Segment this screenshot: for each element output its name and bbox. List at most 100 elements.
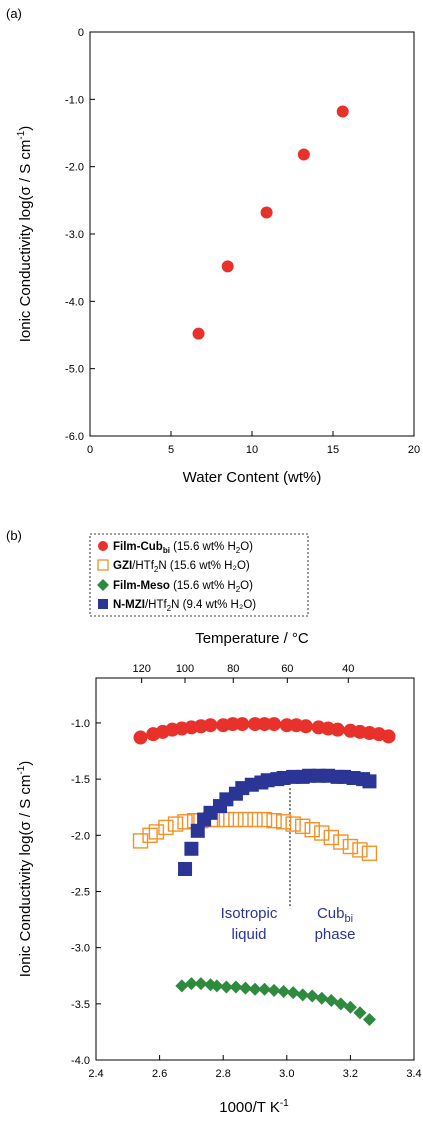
y-axis-label-b: Ionic Conductivity log(σ / S cm-1) <box>16 761 34 978</box>
data-point-gzi <box>285 816 301 832</box>
data-point-film-meso <box>219 980 233 994</box>
x-ticks-a: 0 5 10 15 20 <box>87 431 420 456</box>
legend-marker-film-meso <box>97 579 109 591</box>
top-tick-label: 120 <box>132 663 150 675</box>
x-tick-label: 5 <box>168 444 174 456</box>
x-ticks-b: 2.4 2.6 2.8 3.0 3.2 3.4 <box>88 1055 422 1080</box>
data-point-film-meso <box>238 981 252 995</box>
data-point-film-meso <box>229 980 243 994</box>
data-point-film-cub <box>267 717 282 732</box>
data-point-film-meso <box>296 988 310 1002</box>
annotation-isotropic: Isotropic <box>221 905 278 922</box>
data-point-n-mzi <box>190 823 205 838</box>
data-point-gzi <box>177 814 193 830</box>
data-point-film-cub <box>235 717 250 732</box>
x-tick-label: 10 <box>246 444 258 456</box>
data-point-gzi <box>295 818 311 835</box>
data-point-film-meso <box>315 991 329 1005</box>
data-point-film-meso <box>362 1013 376 1027</box>
legend-label-gzi: GZI/HTf2N (15.6 wt% H₂O) <box>113 560 250 574</box>
data-point-gzi <box>314 825 330 841</box>
data-point-gzi <box>333 834 349 850</box>
data-point-gzi <box>275 814 292 830</box>
top-tick-label: 60 <box>281 663 293 675</box>
x-tick-label: 3.4 <box>406 1068 421 1080</box>
data-points-b <box>132 717 396 1027</box>
data-point-film-meso <box>286 986 300 1000</box>
legend-marker-gzi <box>97 559 109 571</box>
data-point <box>192 327 205 340</box>
data-point-gzi <box>304 821 320 838</box>
y-tick-label: -1.0 <box>65 94 84 106</box>
data-point-film-cub <box>381 729 396 744</box>
data-point-gzi <box>148 824 165 840</box>
data-point <box>221 260 234 273</box>
y-tick-label: -4.0 <box>71 1055 90 1067</box>
top-ticks-b: 120 100 80 60 40 <box>132 663 354 683</box>
data-point-gzi <box>361 845 378 861</box>
legend-label-n-mzi: N-MZI/HTf2N (9.4 wt% H₂O) <box>113 599 256 613</box>
panel-label-b: (b) <box>6 528 22 543</box>
data-point-gzi <box>218 811 235 828</box>
y-tick-label: -6.0 <box>65 431 84 443</box>
y-tick-label: -4.0 <box>65 296 84 308</box>
plot-frame-a <box>89 31 415 437</box>
x-tick-label: 15 <box>327 444 339 456</box>
chart-a: (a) 0 -1.0 -2.0 -3.0 -4.0 -5.0 -6.0 0 5 10 15 20 W… <box>6 6 420 486</box>
y-tick-label: -5.0 <box>65 364 84 376</box>
y-tick-label: -1.5 <box>71 774 90 786</box>
data-point-gzi <box>167 816 184 832</box>
legend-label-film-meso: Film-Meso (15.6 wt% H2O) <box>113 580 253 594</box>
data-point-film-cub <box>298 719 313 734</box>
data-point-gzi <box>237 811 254 828</box>
legend-label-film-cub: Film-Cubbi (15.6 wt% H2O) <box>113 541 253 555</box>
y-tick-label: -1.0 <box>71 718 90 730</box>
annotation-cub: Cubbi <box>317 905 353 925</box>
plot-frame-b <box>95 677 415 1061</box>
data-point-film-meso <box>194 977 208 991</box>
data-point-film-meso <box>258 982 272 996</box>
x-tick-label: 2.8 <box>216 1068 231 1080</box>
x-axis-label-a: Water Content (wt%) <box>183 469 322 486</box>
y-tick-label: -2.0 <box>65 162 84 174</box>
legend-marker-n-mzi <box>98 599 108 609</box>
data-point-gzi <box>247 811 263 828</box>
data-point-film-meso <box>184 977 198 991</box>
data-point-gzi <box>352 842 368 858</box>
data-point-n-mzi <box>178 862 193 876</box>
data-point-gzi <box>342 838 359 855</box>
data-point-gzi <box>158 819 174 836</box>
data-point-film-meso <box>343 1000 357 1014</box>
data-point-gzi <box>228 811 244 828</box>
y-axis-label-a: Ionic Conductivity log(σ / S cm-1) <box>16 126 34 343</box>
data-point-film-cub <box>330 722 345 737</box>
y-tick-label: -3.0 <box>65 229 84 241</box>
y-tick-label: -3.0 <box>71 943 90 955</box>
data-point-film-meso <box>353 1006 367 1020</box>
top-tick-label: 80 <box>227 663 239 675</box>
legend: Film-Cubbi (15.6 wt% H2O) GZI/HTf2N (15.… <box>89 533 309 617</box>
annotation-liquid: liquid <box>231 926 266 943</box>
data-point-film-meso <box>210 979 224 993</box>
y-tick-label: -2.5 <box>71 886 90 898</box>
y-ticks-a: 0 -1.0 -2.0 -3.0 -4.0 -5.0 -6.0 <box>65 27 95 443</box>
data-point-n-mzi <box>362 774 377 789</box>
data-point-gzi <box>323 829 340 846</box>
annotation-phase: phase <box>315 926 356 943</box>
data-points-a <box>192 105 349 340</box>
data-point <box>297 148 310 161</box>
x-tick-label: 2.6 <box>152 1068 167 1080</box>
x-tick-label: 3.2 <box>343 1068 358 1080</box>
data-point <box>260 206 273 219</box>
legend-marker-film-cub <box>98 541 108 551</box>
x-tick-label: 0 <box>87 444 93 456</box>
legend-box <box>89 533 309 617</box>
data-point-film-meso <box>267 983 281 997</box>
data-point-film-cub <box>133 730 148 745</box>
x-tick-label: 20 <box>408 444 420 456</box>
y-ticks-b: -1.0 -1.5 -2.0 -2.5 -3.0 -3.5 -4.0 <box>71 718 101 1067</box>
top-axis-label: Temperature / °C <box>195 630 309 647</box>
data-point-gzi <box>132 833 149 849</box>
data-point-film-meso <box>175 979 189 993</box>
